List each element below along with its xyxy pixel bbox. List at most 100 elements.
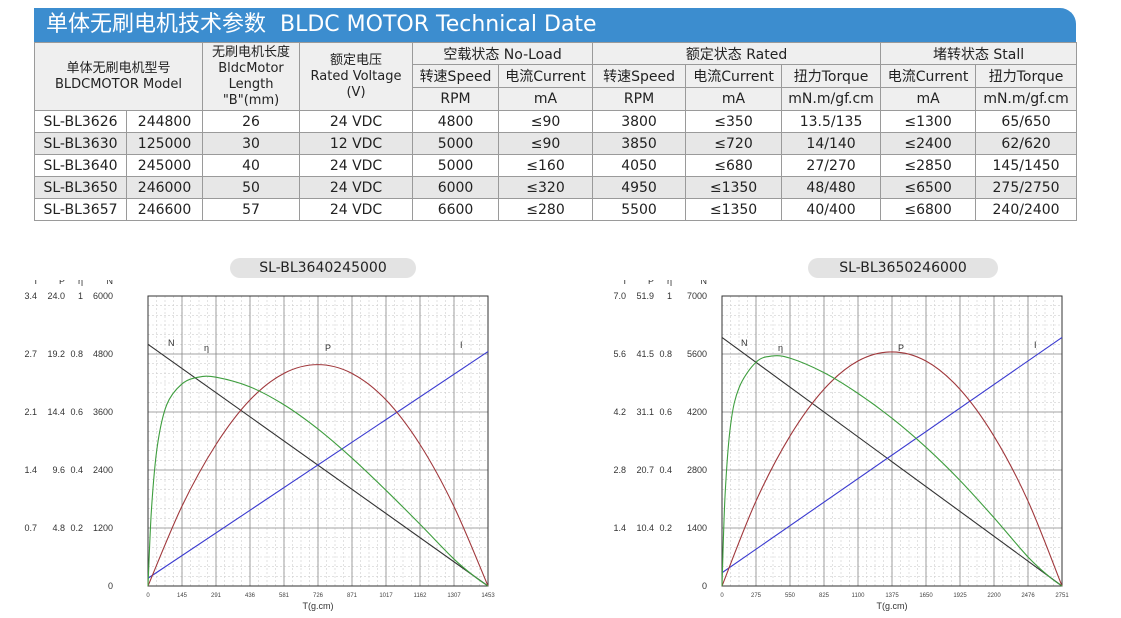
x-tick-label: 1162 <box>414 593 428 599</box>
x-tick-label: 550 <box>785 593 796 599</box>
y-tick-label: 1.4 <box>24 465 37 475</box>
table-row: SL-BL3650 246000 50 24 VDC 6000 ≤320 4950 ≤1350… <box>34 176 1078 199</box>
y-tick-label: 0.8 <box>70 349 83 359</box>
table-cell: ≤320 <box>498 176 594 199</box>
table-cell: 26 <box>202 110 301 133</box>
y-tick-label: 2400 <box>93 465 113 475</box>
y-tick-label: 3.4 <box>24 291 37 301</box>
voltage-header-cn: 额定电压 <box>330 52 383 68</box>
table-cell: 275/2750 <box>975 176 1078 199</box>
length-header-en2: Length <box>228 76 274 92</box>
y-tick-label: 7.0 <box>613 291 626 301</box>
table-cell: ≤6800 <box>880 198 977 221</box>
chart-title: SL-BL3640245000 <box>230 258 416 278</box>
length-header-cn: 无刷电机长度 <box>212 44 291 60</box>
y-tick-label: 0.4 <box>70 465 83 475</box>
x-tick-label: 1100 <box>852 593 866 599</box>
table-row: SL-BL3630 125000 30 12 VDC 5000 ≤90 3850 ≤720 14… <box>34 132 1078 155</box>
table-cell: 5000 <box>412 154 500 177</box>
table-cell: 3850 <box>592 132 687 155</box>
x-tick-label: 726 <box>313 593 324 599</box>
y-tick-label: 4200 <box>687 407 707 417</box>
y-tick-label: 5.6 <box>613 349 626 359</box>
y-tick-label: 2.8 <box>613 465 626 475</box>
table-cell: ≤1350 <box>685 176 783 199</box>
series-label: I <box>460 340 463 350</box>
table-cell: 5500 <box>592 198 687 221</box>
y-tick-label: 24.0 <box>47 291 65 301</box>
table-cell: ≤2400 <box>880 132 977 155</box>
unit-header: mA <box>498 87 594 111</box>
table-cell: 246600 <box>125 198 204 221</box>
y-tick-label: 20.7 <box>636 465 654 475</box>
length-header-en: BldcMotor <box>218 60 284 76</box>
title-banner: 单体无刷电机技术参数 BLDC MOTOR Technical Date <box>34 8 1076 42</box>
series-eta-line <box>721 355 1063 587</box>
table-cell: 27/270 <box>781 154 882 177</box>
sub-header: 转速Speed <box>412 64 500 88</box>
sub-header: 电流Current <box>685 64 783 88</box>
series-label: I <box>1034 340 1037 350</box>
y-tick-label: 51.9 <box>636 291 654 301</box>
model-header-en: BLDCMOTOR Model <box>54 76 183 92</box>
table-cell: SL-BL3626 <box>34 110 127 133</box>
y-tick-label: 1 <box>667 291 672 301</box>
length-header-unit: "B"(mm) <box>222 92 280 108</box>
table-cell: SL-BL3630 <box>34 132 127 155</box>
table-cell: 245000 <box>125 154 204 177</box>
unit-header: RPM <box>412 87 500 111</box>
unit-header: mA <box>685 87 783 111</box>
y-tick-label: 41.5 <box>636 349 654 359</box>
spec-table: 单体无刷电机型号 BLDCMOTOR Model 无刷电机长度 BldcMoto… <box>33 42 1078 221</box>
table-cell: 65/650 <box>975 110 1078 133</box>
model-header: 单体无刷电机型号 BLDCMOTOR Model <box>33 42 204 111</box>
stall-group-header: 堵转状态 Stall <box>880 42 1078 65</box>
table-cell: 24 VDC <box>299 176 414 199</box>
unit-header: mN.m/gf.cm <box>781 87 882 111</box>
table-cell: 246000 <box>125 176 204 199</box>
y-tick-label: 0.6 <box>70 407 83 417</box>
table-cell: 48/480 <box>781 176 882 199</box>
y-tick-label: 2.7 <box>24 349 37 359</box>
noload-group-header: 空载状态 No-Load <box>412 42 594 65</box>
x-tick-label: 0 <box>720 593 724 599</box>
y-tick-label: 7000 <box>687 291 707 301</box>
table-cell: 6000 <box>412 176 500 199</box>
series-label: P <box>325 343 331 353</box>
table-cell: 240/2400 <box>975 198 1078 221</box>
y-tick-label: 0.6 <box>659 407 672 417</box>
y-tick-label: 0.7 <box>24 523 37 533</box>
y-tick-label: 4.2 <box>613 407 626 417</box>
plot-frame <box>721 295 1063 587</box>
table-cell: 4050 <box>592 154 687 177</box>
series-eta-line <box>147 375 489 587</box>
unit-header: RPM <box>592 87 687 111</box>
table-cell: 13.5/135 <box>781 110 882 133</box>
y-tick-label: 0.2 <box>70 523 83 533</box>
voltage-header-en: Rated Voltage <box>310 68 402 84</box>
series-P-line <box>721 351 1063 587</box>
table-cell: 12 VDC <box>299 132 414 155</box>
y-tick-label: 0.4 <box>659 465 672 475</box>
table-cell: ≤1300 <box>880 110 977 133</box>
x-tick-label: 436 <box>245 593 256 599</box>
x-tick-label: 1925 <box>953 593 967 599</box>
series-label: η <box>204 343 209 353</box>
series-P-line <box>147 364 489 587</box>
title-chinese: 单体无刷电机技术参数 <box>46 12 267 37</box>
y-tick-label: 3600 <box>93 407 113 417</box>
model-header-cn: 单体无刷电机型号 <box>66 60 171 76</box>
table-cell: ≤160 <box>498 154 594 177</box>
y-tick-label: 19.2 <box>47 349 65 359</box>
axis-header: N <box>701 280 708 286</box>
axis-header: η <box>78 280 83 286</box>
table-cell: ≤350 <box>685 110 783 133</box>
table-cell: 145/1450 <box>975 154 1078 177</box>
x-axis-label: T(g.cm) <box>303 601 334 611</box>
y-tick-label: 4.8 <box>52 523 65 533</box>
y-tick-label: 1 <box>78 291 83 301</box>
series-I-line <box>721 336 1063 574</box>
sub-header: 转速Speed <box>592 64 687 88</box>
